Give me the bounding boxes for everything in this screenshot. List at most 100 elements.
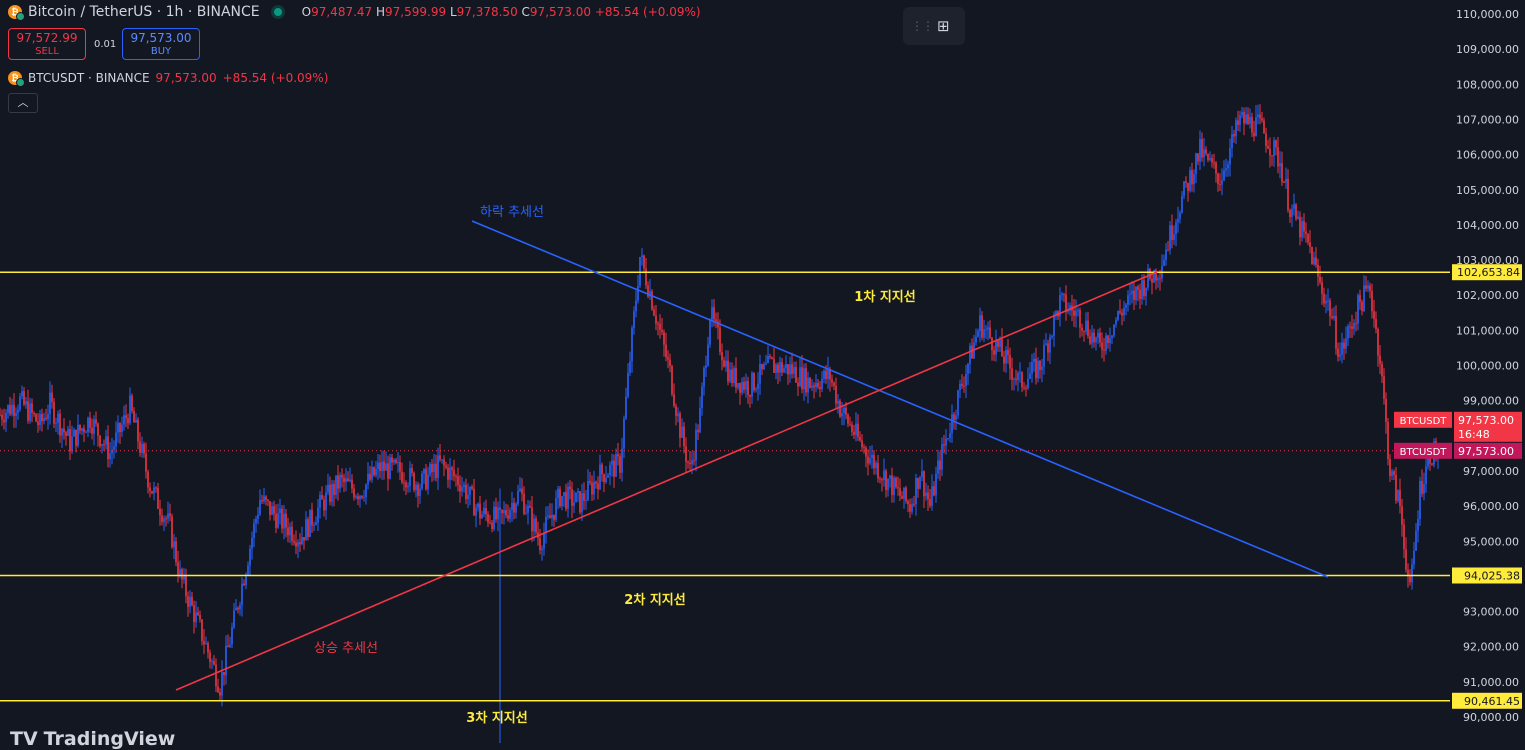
- candle-body: [151, 491, 153, 494]
- candle-body: [325, 492, 327, 511]
- indicator-symbol: BTCUSDT · BINANCE: [28, 71, 150, 85]
- candle-body: [439, 455, 441, 460]
- candle-body: [567, 486, 569, 509]
- candle-body: [1215, 162, 1217, 174]
- indicator-price: 97,573.00: [155, 71, 217, 85]
- candle-body: [243, 583, 245, 586]
- candle-body: [1283, 182, 1285, 184]
- candle-body: [899, 488, 901, 496]
- candle-body: [475, 507, 477, 516]
- candle-body: [1393, 471, 1395, 475]
- candle-body: [731, 369, 733, 384]
- candle-body: [1405, 549, 1407, 570]
- price-tick-label: 93,000.00: [1463, 606, 1519, 619]
- candle-body: [511, 502, 513, 510]
- candle-body: [1049, 336, 1051, 353]
- candle-body: [1059, 295, 1061, 317]
- candle-body: [1239, 115, 1241, 125]
- candle-body: [49, 392, 51, 415]
- candle-body: [107, 436, 109, 460]
- candle-body: [41, 414, 43, 422]
- candle-body: [903, 487, 905, 499]
- candle-body: [767, 356, 769, 364]
- candle-body: [719, 327, 721, 353]
- candle-body: [1085, 320, 1087, 332]
- candle-body: [591, 482, 593, 495]
- candle-body: [1415, 530, 1417, 551]
- layout-grid-icon[interactable]: ⊞: [937, 17, 950, 35]
- candle-body: [993, 350, 995, 355]
- candle-body: [505, 510, 507, 516]
- candle-body: [737, 383, 739, 388]
- floating-toolbar[interactable]: ⋮⋮ ⊞: [903, 7, 965, 45]
- drag-handle-icon[interactable]: ⋮⋮: [911, 19, 934, 33]
- candle-body: [1051, 335, 1053, 337]
- candle-body: [631, 328, 633, 362]
- price-tick-label: 109,000.00: [1456, 43, 1519, 56]
- candle-body: [153, 487, 155, 494]
- candle-body: [1111, 335, 1113, 339]
- sell-button[interactable]: 97,572.99 SELL: [8, 28, 86, 60]
- candle-body: [349, 479, 351, 482]
- indicator-legend[interactable]: ₿ BTCUSDT · BINANCE 97,573.00 +85.54 (+0…: [8, 71, 328, 87]
- candle-body: [1189, 170, 1191, 191]
- buy-button[interactable]: 97,573.00 BUY: [122, 28, 200, 60]
- collapse-legend-button[interactable]: ︿: [8, 93, 38, 113]
- candle-body: [837, 400, 839, 404]
- candle-body: [885, 470, 887, 491]
- candle-body: [155, 487, 157, 489]
- candle-body: [1031, 362, 1033, 374]
- indicator-price-label: 97,573.00: [1458, 445, 1514, 458]
- candle-body: [267, 499, 269, 502]
- candle-body: [655, 315, 657, 324]
- candle-body: [1243, 112, 1245, 124]
- candle-body: [1065, 294, 1067, 312]
- candle-body: [1107, 335, 1109, 344]
- candle-body: [99, 435, 101, 447]
- candle-body: [597, 483, 599, 490]
- candle-body: [517, 491, 519, 504]
- candle-body: [577, 491, 579, 493]
- candle-body: [961, 383, 963, 386]
- candle-body: [33, 412, 35, 415]
- candle-body: [929, 499, 931, 506]
- candle-body: [1313, 257, 1315, 265]
- candle-body: [959, 383, 961, 391]
- candle-body: [1261, 118, 1263, 121]
- tradingview-logo: TV TradingView: [10, 728, 175, 750]
- candle-body: [1187, 182, 1189, 191]
- price-tick-label: 101,000.00: [1456, 324, 1519, 337]
- candle-body: [1363, 285, 1365, 312]
- candle-body: [333, 484, 335, 496]
- candle-body: [1209, 158, 1211, 160]
- candle-body: [1361, 301, 1363, 312]
- candle-body: [231, 627, 233, 645]
- candle-body: [0, 414, 1, 416]
- candle-body: [1013, 378, 1015, 380]
- candle-body: [521, 488, 523, 494]
- candle-body: [659, 323, 661, 330]
- candle-body: [473, 488, 475, 516]
- symbol-title[interactable]: Bitcoin / TetherUS · 1h · BINANCE: [28, 4, 260, 20]
- candle-body: [479, 503, 481, 519]
- candle-body: [213, 661, 215, 665]
- candle-body: [1347, 326, 1349, 339]
- support-line-label: 3차 지지선: [466, 710, 527, 726]
- symbol-legend[interactable]: ₿ Bitcoin / TetherUS · 1h · BINANCE O97,…: [8, 4, 701, 21]
- downtrend-line[interactable]: [471, 220, 1329, 578]
- candle-body: [947, 437, 949, 439]
- candle-body: [865, 447, 867, 457]
- chevron-up-icon: ︿: [17, 96, 29, 109]
- candle-body: [793, 366, 795, 374]
- uptrend-line[interactable]: [175, 271, 1158, 691]
- candle-body: [347, 478, 349, 482]
- candle-body: [575, 492, 577, 503]
- candle-body: [1311, 246, 1313, 265]
- candle-body: [55, 422, 57, 424]
- candle-body: [21, 391, 23, 397]
- candle-body: [101, 444, 103, 447]
- candle-body: [611, 460, 613, 465]
- candle-body: [1011, 368, 1013, 380]
- candle-body: [525, 512, 527, 514]
